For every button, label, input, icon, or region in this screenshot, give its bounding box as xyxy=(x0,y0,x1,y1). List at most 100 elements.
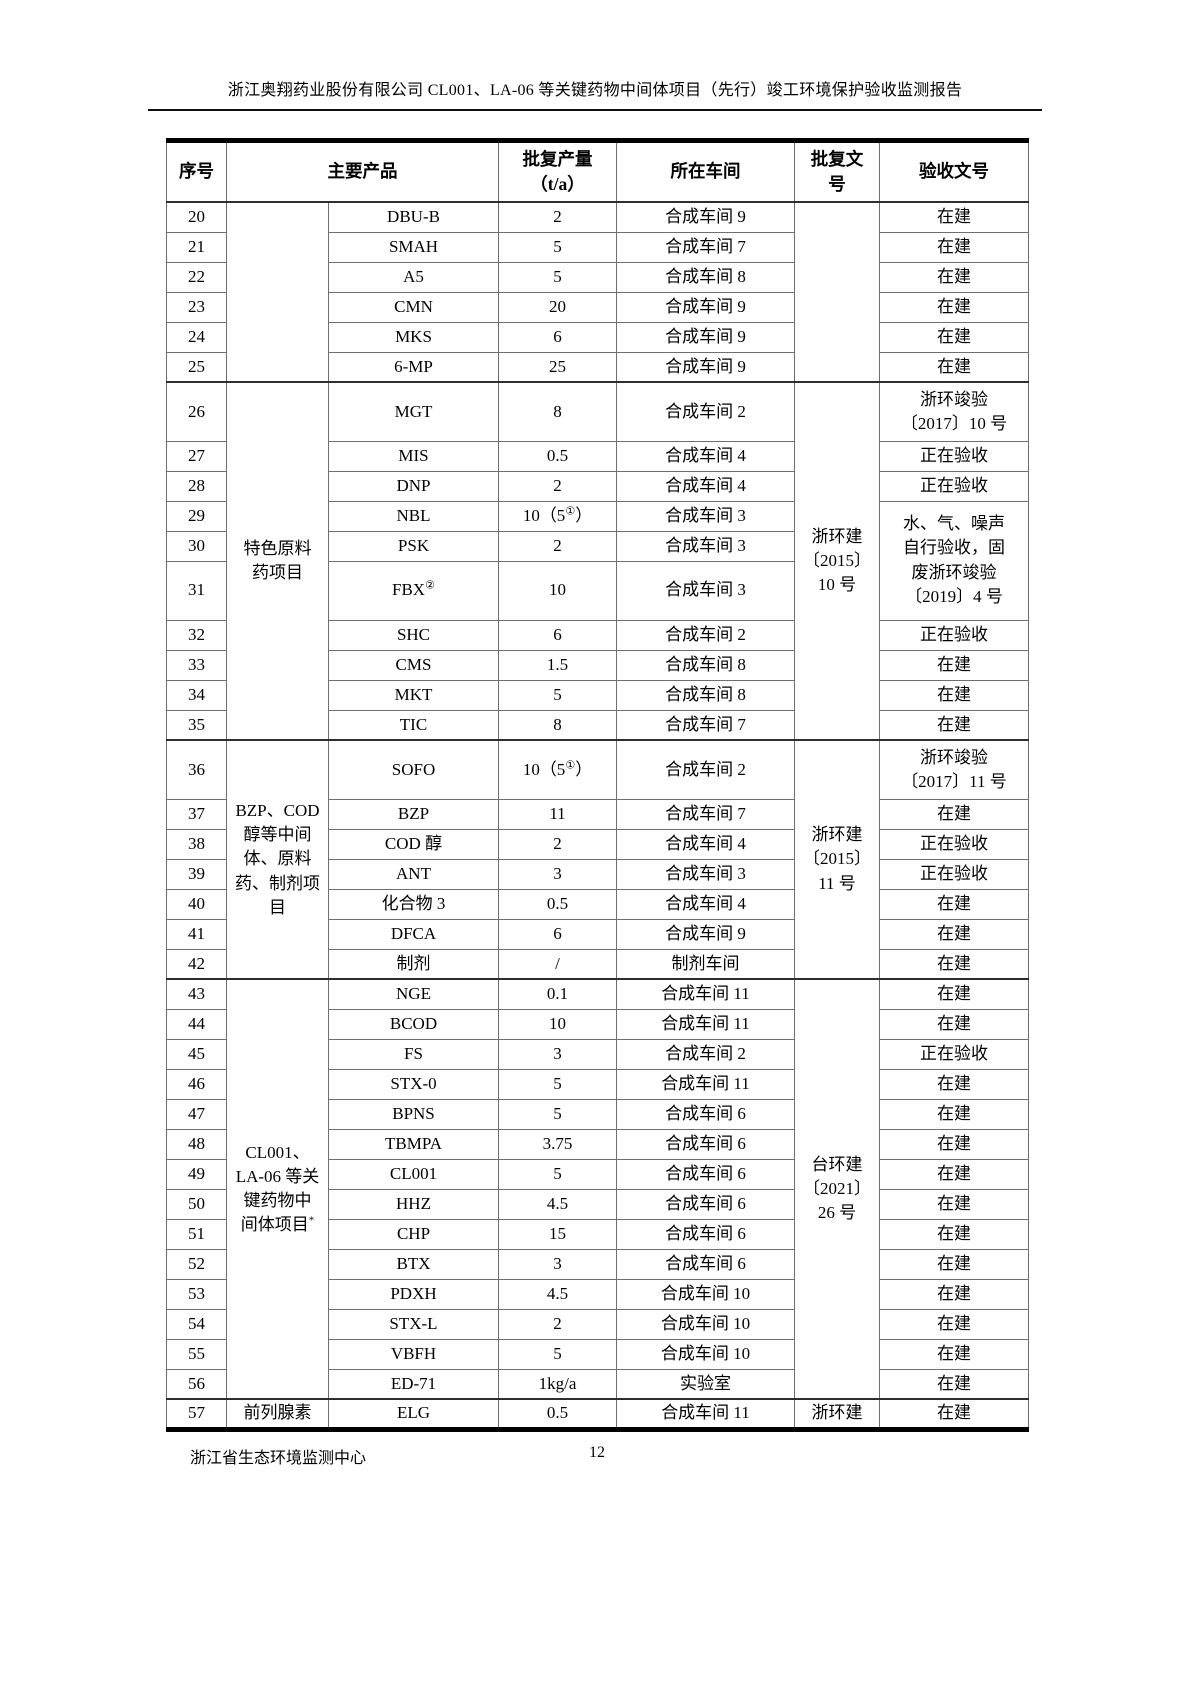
cell-workshop: 合成车间 6 xyxy=(616,1098,795,1130)
cell-workshop: 合成车间 6 xyxy=(616,1188,795,1220)
cell-product-name: HHZ xyxy=(328,1188,499,1220)
cell-acceptance-doc-number: 水、气、噪声 自行验收，固 废浙环竣验 〔2019〕4 号 xyxy=(879,500,1029,621)
cell-workshop: 合成车间 8 xyxy=(616,261,795,293)
cell-product-name: COD 醇 xyxy=(328,828,499,860)
cell-approved-output: 15 xyxy=(498,1218,617,1250)
cell-product-name: CMS xyxy=(328,649,499,681)
cell-serial-number: 40 xyxy=(166,888,227,920)
cell-approval-doc-number xyxy=(794,201,880,383)
table-row: 37 BZP 11 合成车间 7 在建 xyxy=(166,798,1029,830)
cell-serial-number: 30 xyxy=(166,530,227,562)
cell-workshop: 合成车间 4 xyxy=(616,440,795,472)
cell-acceptance-doc-number: 在建 xyxy=(879,1128,1029,1160)
page-number: 12 xyxy=(589,1444,605,1461)
cell-product-name: BPNS xyxy=(328,1098,499,1130)
cell-approved-output: 10 xyxy=(498,560,617,621)
cell-product-name: TIC xyxy=(328,709,499,741)
cell-acceptance-doc-number: 浙环竣验 〔2017〕11 号 xyxy=(879,739,1029,800)
cell-product-name: MGT xyxy=(328,381,499,442)
table-row: 22 A5 5 合成车间 8 在建 xyxy=(166,261,1029,293)
cell-acceptance-doc-number: 在建 xyxy=(879,351,1029,383)
cell-product-name: NBL xyxy=(328,500,499,532)
table-row: 21 SMAH 5 合成车间 7 在建 xyxy=(166,231,1029,263)
cell-approved-output: 25 xyxy=(498,351,617,383)
cell-approved-output: 1kg/a xyxy=(498,1368,617,1400)
cell-approved-output: 8 xyxy=(498,381,617,442)
cell-approval-doc-number: 浙环建 〔2015〕 11 号 xyxy=(794,739,880,980)
cell-acceptance-doc-number: 在建 xyxy=(879,1098,1029,1130)
cell-product-name: ED-71 xyxy=(328,1368,499,1400)
cell-product-name: STX-0 xyxy=(328,1068,499,1100)
cell-serial-number: 47 xyxy=(166,1098,227,1130)
cell-acceptance-doc-number: 在建 xyxy=(879,1398,1029,1430)
cell-workshop: 合成车间 6 xyxy=(616,1218,795,1250)
cell-workshop: 合成车间 10 xyxy=(616,1338,795,1370)
cell-workshop: 合成车间 4 xyxy=(616,470,795,502)
cell-serial-number: 51 xyxy=(166,1218,227,1250)
table-row: 34 MKT 5 合成车间 8 在建 xyxy=(166,679,1029,711)
table-row: 32 SHC 6 合成车间 2 正在验收 xyxy=(166,619,1029,651)
cell-workshop: 合成车间 10 xyxy=(616,1278,795,1310)
cell-approved-output: 4.5 xyxy=(498,1188,617,1220)
column-header: 序号 xyxy=(166,140,227,203)
cell-acceptance-doc-number: 在建 xyxy=(879,1068,1029,1100)
cell-approved-output: 3 xyxy=(498,1248,617,1280)
cell-serial-number: 26 xyxy=(166,381,227,442)
cell-product-name: SHC xyxy=(328,619,499,651)
table-row: 41 DFCA 6 合成车间 9 在建 xyxy=(166,918,1029,950)
cell-product-name: CHP xyxy=(328,1218,499,1250)
table-row: 55 VBFH 5 合成车间 10 在建 xyxy=(166,1338,1029,1370)
page-header: 浙江奥翔药业股份有限公司 CL001、LA-06 等关键药物中间体项目（先行）竣… xyxy=(148,76,1042,111)
cell-workshop: 合成车间 2 xyxy=(616,381,795,442)
cell-project-category: 前列腺素 xyxy=(226,1398,329,1430)
cell-serial-number: 54 xyxy=(166,1308,227,1340)
cell-workshop: 合成车间 3 xyxy=(616,500,795,532)
cell-approved-output: 11 xyxy=(498,798,617,830)
cell-product-name: CMN xyxy=(328,291,499,323)
table-row: 29 NBL 10（5①） 合成车间 3 水、气、噪声 自行验收，固 废浙环竣验 〔20… xyxy=(166,500,1029,621)
cell-approved-output: 3 xyxy=(498,858,617,890)
cell-acceptance-doc-number: 在建 xyxy=(879,321,1029,353)
table-row: 24 MKS 6 合成车间 9 在建 xyxy=(166,321,1029,353)
cell-approved-output: 0.5 xyxy=(498,1398,617,1430)
table-row: 26 特色原料 药项目 MGT 8 合成车间 2 浙环建 〔2015〕 10 号浙环竣验 … xyxy=(166,381,1029,741)
cell-project-category xyxy=(226,201,329,383)
superscript-note-mark: * xyxy=(308,1214,315,1227)
cell-serial-number: 28 xyxy=(166,470,227,502)
cell-acceptance-doc-number: 在建 xyxy=(879,978,1029,1010)
table-row: 36 BZP、COD 醇等中间 体、原料 药、制剂项 目 SOFO 10（5①） 合成车… xyxy=(166,739,1029,980)
table-row: 47 BPNS 5 合成车间 6 在建 xyxy=(166,1098,1029,1130)
cell-workshop: 合成车间 10 xyxy=(616,1308,795,1340)
cell-serial-number: 29 xyxy=(166,500,227,532)
cell-acceptance-doc-number: 在建 xyxy=(879,1368,1029,1400)
table-row: 35 TIC 8 合成车间 7 在建 xyxy=(166,709,1029,741)
cell-acceptance-doc-number: 在建 xyxy=(879,1308,1029,1340)
cell-serial-number: 49 xyxy=(166,1158,227,1190)
cell-acceptance-doc-number: 在建 xyxy=(879,918,1029,950)
cell-acceptance-doc-number: 在建 xyxy=(879,1008,1029,1040)
cell-serial-number: 37 xyxy=(166,798,227,830)
superscript-note-mark: ② xyxy=(425,579,435,592)
cell-workshop: 合成车间 9 xyxy=(616,201,795,233)
cell-acceptance-doc-number: 在建 xyxy=(879,798,1029,830)
cell-approved-output: 6 xyxy=(498,918,617,950)
column-header: 主要产品 xyxy=(226,140,499,203)
cell-serial-number: 32 xyxy=(166,619,227,651)
cell-product-name: FS xyxy=(328,1038,499,1070)
cell-workshop: 合成车间 7 xyxy=(616,709,795,741)
cell-approved-output: 6 xyxy=(498,321,617,353)
cell-product-name: PSK xyxy=(328,530,499,562)
cell-acceptance-doc-number: 在建 xyxy=(879,888,1029,920)
cell-acceptance-doc-number: 在建 xyxy=(879,1278,1029,1310)
cell-acceptance-doc-number: 在建 xyxy=(879,231,1029,263)
cell-workshop: 合成车间 4 xyxy=(616,828,795,860)
table-row: 43 CL001、 LA-06 等关 键药物中 间体项目* NGE 0.1 合成车间 1… xyxy=(166,978,1029,1400)
cell-product-name: SMAH xyxy=(328,231,499,263)
cell-workshop: 合成车间 9 xyxy=(616,351,795,383)
cell-serial-number: 25 xyxy=(166,351,227,383)
cell-approved-output: 10 xyxy=(498,1008,617,1040)
table-row: 49 CL001 5 合成车间 6 在建 xyxy=(166,1158,1029,1190)
cell-approved-output: 5 xyxy=(498,1338,617,1370)
column-header: 所在车间 xyxy=(616,140,795,203)
